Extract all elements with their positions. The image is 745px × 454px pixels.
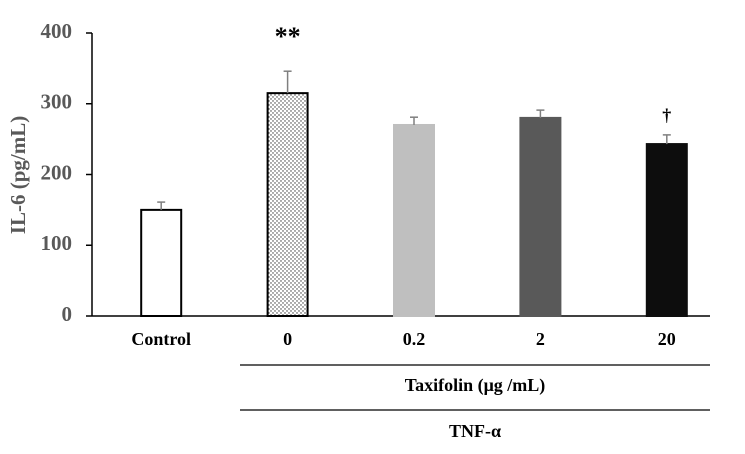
bar (140, 208, 183, 317)
bar (266, 92, 309, 317)
x-tick-label: 0.2 (403, 329, 426, 349)
x-group-label: TNF-α (449, 421, 501, 441)
y-tick-label: 200 (41, 160, 73, 184)
x-group-label: Taxifolin (μg /mL) (405, 375, 546, 396)
y-tick-label: 300 (41, 90, 73, 114)
bar (519, 116, 562, 318)
x-tick-label: 0 (283, 329, 292, 349)
y-tick-label: 100 (41, 231, 73, 255)
error-bar (410, 116, 418, 125)
annotation: ** (275, 22, 301, 51)
y-tick-label: 0 (62, 302, 73, 326)
x-tick-label: Control (131, 329, 191, 349)
error-bar (662, 134, 671, 145)
error-bar (283, 70, 292, 94)
error-bar (157, 201, 166, 210)
bar (393, 123, 435, 317)
error-bar (536, 109, 545, 118)
annotation: † (662, 105, 671, 125)
bar (645, 143, 688, 317)
y-axis-label: IL-6 (pg/mL) (6, 116, 30, 234)
y-tick-label: 400 (41, 19, 73, 43)
x-tick-label: 20 (658, 329, 676, 349)
x-tick-label: 2 (536, 329, 545, 349)
